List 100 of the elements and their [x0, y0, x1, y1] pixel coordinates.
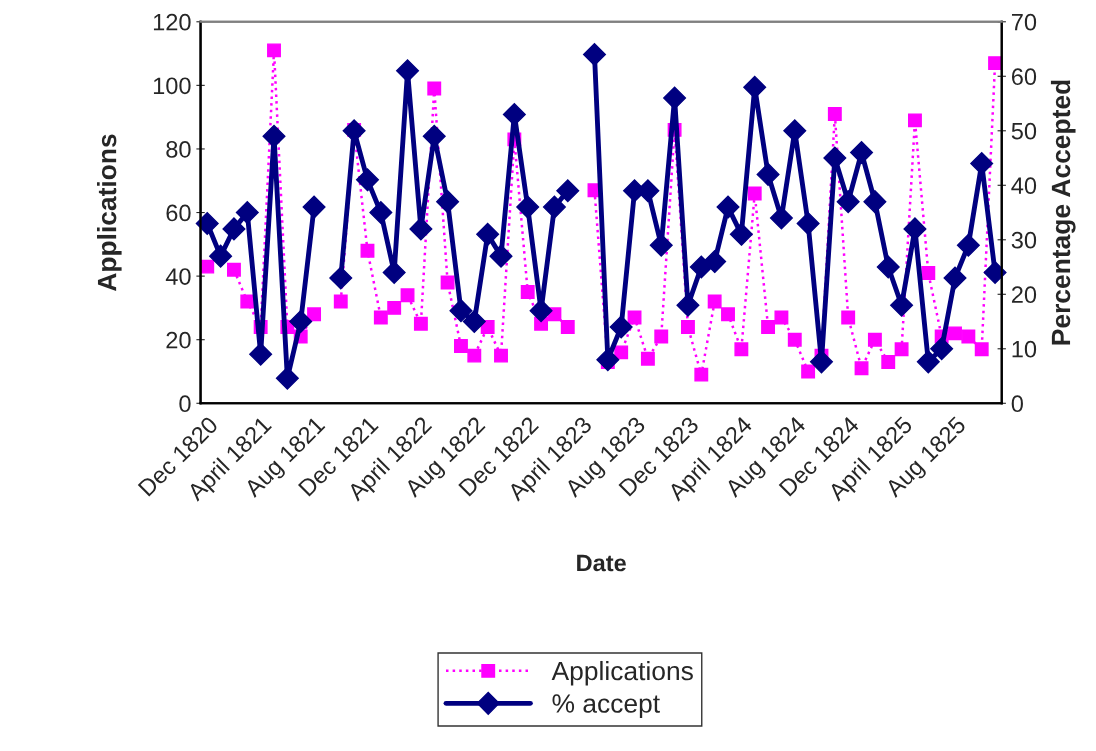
point — [903, 217, 927, 241]
point — [649, 233, 673, 257]
point — [262, 124, 286, 148]
point — [409, 217, 433, 241]
y-tick-label: 20 — [166, 331, 191, 349]
point — [195, 211, 219, 235]
point — [560, 320, 575, 334]
y-axis-title: Applications — [97, 134, 122, 292]
point — [756, 162, 780, 186]
point — [787, 332, 802, 347]
y2-tick-label: 20 — [1011, 286, 1037, 304]
point — [854, 361, 869, 376]
point — [333, 294, 348, 309]
point — [970, 151, 994, 175]
point — [596, 348, 620, 372]
point — [721, 307, 735, 322]
y-tick-label: 0 — [179, 395, 191, 413]
point — [809, 350, 833, 374]
point — [694, 367, 709, 382]
point — [881, 355, 896, 369]
point — [729, 222, 753, 246]
legend-label: Applications — [551, 660, 693, 686]
point — [369, 201, 393, 225]
point — [480, 320, 495, 334]
point — [436, 190, 460, 214]
point — [703, 250, 727, 274]
point — [387, 300, 402, 315]
point — [827, 107, 842, 121]
y2-axis-title: Percentage Accepted — [1050, 80, 1076, 345]
y-tick-label: 80 — [166, 141, 191, 158]
y2-tick-label: 0 — [1011, 395, 1023, 413]
point — [609, 315, 633, 339]
point — [400, 288, 415, 303]
point — [796, 211, 820, 235]
point — [516, 195, 540, 219]
point — [894, 342, 909, 357]
point — [240, 294, 255, 309]
point — [494, 348, 508, 363]
y-tick-label: 40 — [165, 268, 191, 285]
y2-tick-label: 70 — [1011, 13, 1037, 31]
point — [676, 293, 700, 317]
point — [614, 345, 629, 360]
x-axis-title: Date — [577, 554, 626, 572]
point — [930, 337, 954, 361]
point — [850, 141, 874, 165]
point — [836, 190, 860, 214]
point — [462, 310, 486, 334]
point — [663, 86, 687, 110]
point — [209, 244, 233, 268]
point — [654, 329, 669, 344]
y-tick-label: 100 — [153, 77, 191, 95]
point — [302, 195, 326, 219]
point — [489, 244, 513, 268]
point — [520, 285, 535, 299]
y2-tick-label: 50 — [1011, 122, 1037, 140]
point — [476, 222, 500, 246]
point — [502, 102, 526, 126]
y2-tick-label: 10 — [1012, 340, 1037, 358]
point — [289, 310, 313, 334]
point — [556, 179, 580, 203]
point — [948, 326, 962, 341]
point — [382, 260, 406, 284]
y-tick-label: 60 — [166, 204, 191, 222]
point — [640, 351, 655, 366]
y2-tick-label: 40 — [1011, 177, 1037, 195]
point — [413, 316, 428, 331]
point — [222, 217, 246, 241]
point — [747, 186, 762, 201]
point — [876, 255, 900, 279]
point — [988, 56, 1003, 71]
point — [582, 42, 606, 66]
point — [440, 275, 455, 290]
point — [373, 310, 388, 325]
point — [774, 310, 789, 325]
point — [707, 294, 722, 309]
point — [454, 339, 468, 354]
point — [823, 146, 847, 170]
point — [908, 113, 922, 128]
point — [360, 243, 375, 258]
point — [542, 195, 566, 219]
point — [734, 342, 749, 357]
point — [449, 299, 473, 323]
point — [841, 310, 856, 325]
point — [275, 366, 299, 390]
point — [235, 201, 259, 225]
y2-tick-label: 30 — [1011, 231, 1037, 249]
point — [467, 348, 482, 363]
point — [422, 124, 446, 148]
point — [761, 320, 776, 334]
point — [867, 332, 882, 347]
point — [427, 81, 442, 96]
point — [307, 307, 322, 322]
legend-label: % accept — [552, 694, 660, 719]
point — [961, 329, 976, 344]
point — [267, 43, 281, 58]
y2-tick-label: 60 — [1011, 68, 1037, 86]
point — [227, 262, 241, 277]
point — [801, 364, 816, 379]
point — [943, 266, 967, 290]
point — [396, 59, 420, 83]
